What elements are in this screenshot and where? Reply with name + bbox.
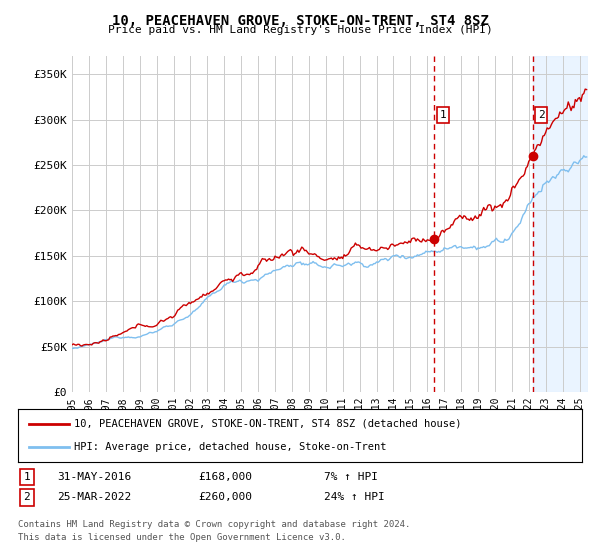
Text: 10, PEACEHAVEN GROVE, STOKE-ON-TRENT, ST4 8SZ: 10, PEACEHAVEN GROVE, STOKE-ON-TRENT, ST… (112, 14, 488, 28)
Text: This data is licensed under the Open Government Licence v3.0.: This data is licensed under the Open Gov… (18, 533, 346, 542)
Text: 24% ↑ HPI: 24% ↑ HPI (324, 492, 385, 502)
Text: 1: 1 (439, 110, 446, 120)
Text: 7% ↑ HPI: 7% ↑ HPI (324, 472, 378, 482)
Text: 1: 1 (23, 472, 31, 482)
Text: 2: 2 (23, 492, 31, 502)
Text: £168,000: £168,000 (198, 472, 252, 482)
Text: 10, PEACEHAVEN GROVE, STOKE-ON-TRENT, ST4 8SZ (detached house): 10, PEACEHAVEN GROVE, STOKE-ON-TRENT, ST… (74, 419, 462, 429)
Bar (533, 56, 588, 392)
Text: £260,000: £260,000 (198, 492, 252, 502)
Text: Price paid vs. HM Land Registry's House Price Index (HPI): Price paid vs. HM Land Registry's House … (107, 25, 493, 35)
Text: Contains HM Land Registry data © Crown copyright and database right 2024.: Contains HM Land Registry data © Crown c… (18, 520, 410, 529)
Text: 25-MAR-2022: 25-MAR-2022 (57, 492, 131, 502)
Text: HPI: Average price, detached house, Stoke-on-Trent: HPI: Average price, detached house, Stok… (74, 442, 387, 452)
Text: 2: 2 (538, 110, 545, 120)
Text: 31-MAY-2016: 31-MAY-2016 (57, 472, 131, 482)
